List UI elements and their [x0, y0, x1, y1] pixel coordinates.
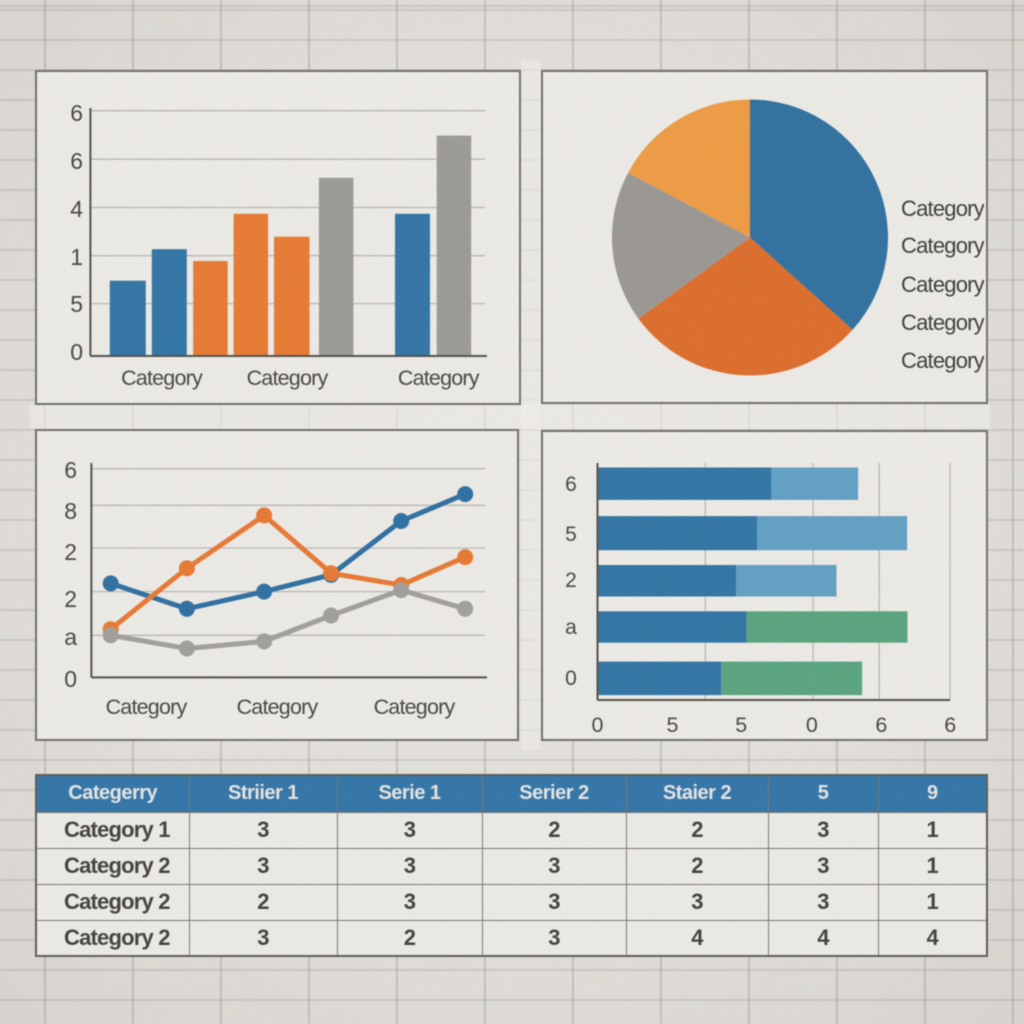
svg-text:6: 6 — [944, 713, 956, 737]
svg-text:a: a — [565, 616, 577, 639]
svg-text:Category: Category — [901, 196, 984, 221]
svg-text:a: a — [64, 624, 77, 650]
svg-text:4: 4 — [70, 196, 83, 222]
svg-text:Category: Category — [398, 366, 480, 390]
svg-text:Category: Category — [106, 695, 188, 719]
svg-text:6: 6 — [565, 473, 577, 496]
svg-text:5: 5 — [735, 713, 747, 737]
svg-text:Category: Category — [901, 310, 984, 335]
svg-text:Category: Category — [901, 233, 984, 258]
svg-text:Category: Category — [121, 366, 203, 390]
svg-text:Category: Category — [901, 272, 984, 297]
svg-text:0: 0 — [70, 339, 83, 365]
svg-text:0: 0 — [806, 713, 818, 737]
svg-text:Category: Category — [247, 366, 329, 390]
svg-text:6: 6 — [875, 713, 887, 737]
svg-text:2: 2 — [565, 569, 577, 592]
svg-text:5: 5 — [667, 713, 679, 737]
svg-text:Category: Category — [237, 695, 319, 719]
svg-text:2: 2 — [64, 586, 77, 612]
svg-text:5: 5 — [565, 523, 577, 546]
svg-text:0: 0 — [64, 666, 77, 692]
svg-text:6: 6 — [70, 148, 83, 174]
svg-text:6: 6 — [64, 457, 77, 483]
svg-text:0: 0 — [565, 667, 577, 690]
svg-text:8: 8 — [64, 498, 77, 524]
svg-text:0: 0 — [592, 713, 604, 737]
svg-text:Category: Category — [901, 348, 984, 373]
svg-text:5: 5 — [70, 291, 83, 317]
svg-text:6: 6 — [70, 100, 83, 126]
svg-text:Category: Category — [374, 695, 456, 719]
svg-text:2: 2 — [64, 539, 77, 565]
svg-text:1: 1 — [70, 244, 83, 270]
